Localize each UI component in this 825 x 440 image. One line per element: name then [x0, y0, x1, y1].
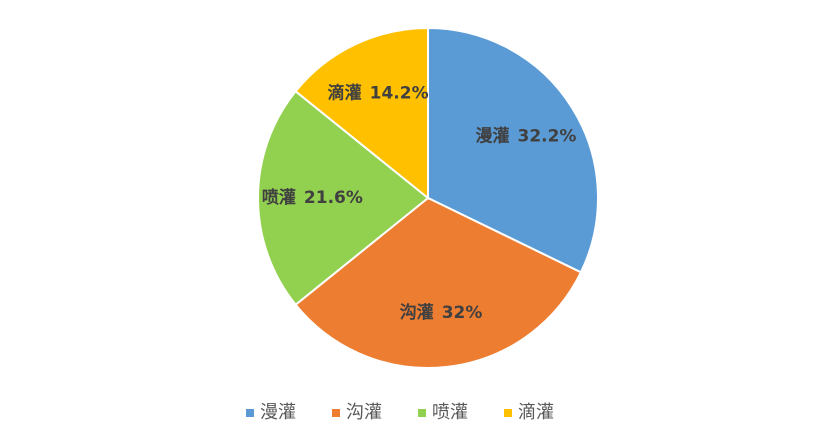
data-label-category: 沟灌: [400, 302, 434, 323]
data-label: 漫灌 32.2%: [475, 126, 576, 147]
legend-marker: [418, 409, 426, 417]
data-label-category: 滴灌: [328, 83, 362, 104]
pie-slice: [427, 26, 599, 274]
data-label-value: 14.2%: [370, 84, 429, 104]
legend-label: 滴灌: [518, 402, 554, 423]
data-label-value: 32%: [442, 303, 483, 323]
data-label: 沟灌 32%: [400, 302, 483, 323]
data-label-value: 32.2%: [517, 127, 576, 147]
data-label-category: 漫灌: [475, 126, 509, 147]
legend-marker: [246, 409, 254, 417]
data-label-category: 喷灌: [262, 188, 296, 208]
legend-marker: [504, 409, 512, 417]
pie-slice: [294, 196, 583, 369]
legend-label: 漫灌: [260, 402, 296, 423]
legend-label: 喷灌: [432, 402, 468, 423]
data-label: 喷灌 21.6%: [262, 188, 363, 208]
data-label: 滴灌 14.2%: [328, 83, 429, 104]
pie-slice: [256, 89, 430, 307]
pie-slice: [294, 26, 429, 201]
legend-marker: [332, 409, 340, 417]
data-label-value: 21.6%: [304, 188, 363, 208]
legend-label: 沟灌: [346, 402, 382, 423]
